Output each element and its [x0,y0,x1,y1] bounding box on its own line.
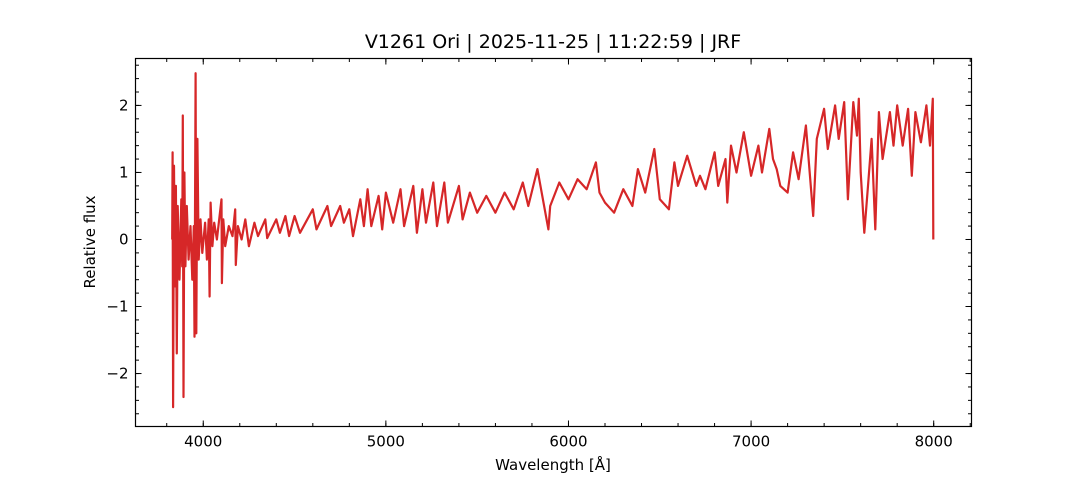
tick-layer: 4000 5000 6000 7000 8000 −2 −1 0 1 2 [106,58,972,451]
x-tick-label: 7000 [732,433,770,451]
y-tick-label: −2 [106,365,128,383]
x-tick-label: 8000 [915,433,953,451]
x-tick-label: 4000 [184,433,222,451]
x-tick-label: 5000 [367,433,405,451]
y-tick-label: 0 [119,230,129,248]
chart-title: V1261 Ori | 2025-11-25 | 11:22:59 | JRF [365,31,741,53]
y-axis-label: Relative flux [81,195,99,288]
series-layer [171,72,935,409]
y-tick-label: 1 [119,163,129,181]
plot-frame [134,57,973,428]
y-tick-label: −1 [106,298,128,316]
y-tick-label: 2 [119,96,129,114]
series-line-0 [171,72,935,409]
x-axis-label: Wavelength [Å] [495,455,611,474]
x-tick-label: 6000 [549,433,587,451]
